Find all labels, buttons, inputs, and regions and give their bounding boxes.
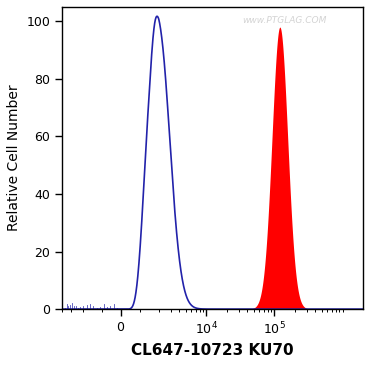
Y-axis label: Relative Cell Number: Relative Cell Number (7, 85, 21, 231)
Text: www.PTGLAG.COM: www.PTGLAG.COM (243, 16, 327, 25)
X-axis label: CL647-10723 KU70: CL647-10723 KU70 (131, 343, 294, 358)
